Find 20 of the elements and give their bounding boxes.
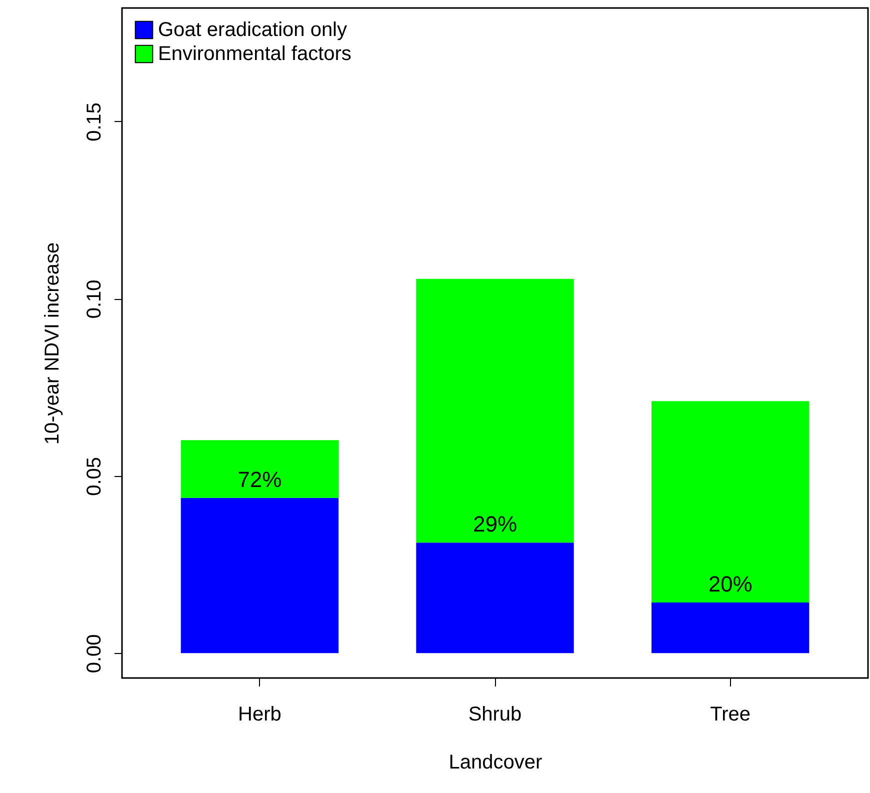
y-tick-label: 0.10 bbox=[84, 280, 106, 319]
y-tick-label: 0.15 bbox=[84, 102, 106, 142]
bar bbox=[651, 401, 810, 602]
x-tick-label: Herb bbox=[238, 704, 282, 726]
x-axis-title: Landcover bbox=[448, 752, 543, 774]
x-tick-label: Tree bbox=[710, 704, 751, 726]
bar bbox=[416, 278, 574, 543]
y-axis-title: 10-year NDVI increase bbox=[42, 242, 64, 445]
annotation: 20% bbox=[708, 571, 752, 596]
annotation: 29% bbox=[472, 512, 518, 537]
legend-label: Goat eradication only bbox=[158, 19, 348, 41]
bar bbox=[416, 542, 574, 654]
bar bbox=[651, 602, 810, 654]
x-tick-label: Shrub bbox=[468, 704, 522, 726]
y-tick-label: 0.05 bbox=[84, 456, 106, 496]
legend-label: Environmental factors bbox=[158, 43, 352, 65]
annotation: 72% bbox=[238, 466, 282, 492]
bar bbox=[180, 440, 339, 498]
y-tick-label: 0.00 bbox=[84, 634, 106, 674]
bar bbox=[180, 498, 339, 654]
